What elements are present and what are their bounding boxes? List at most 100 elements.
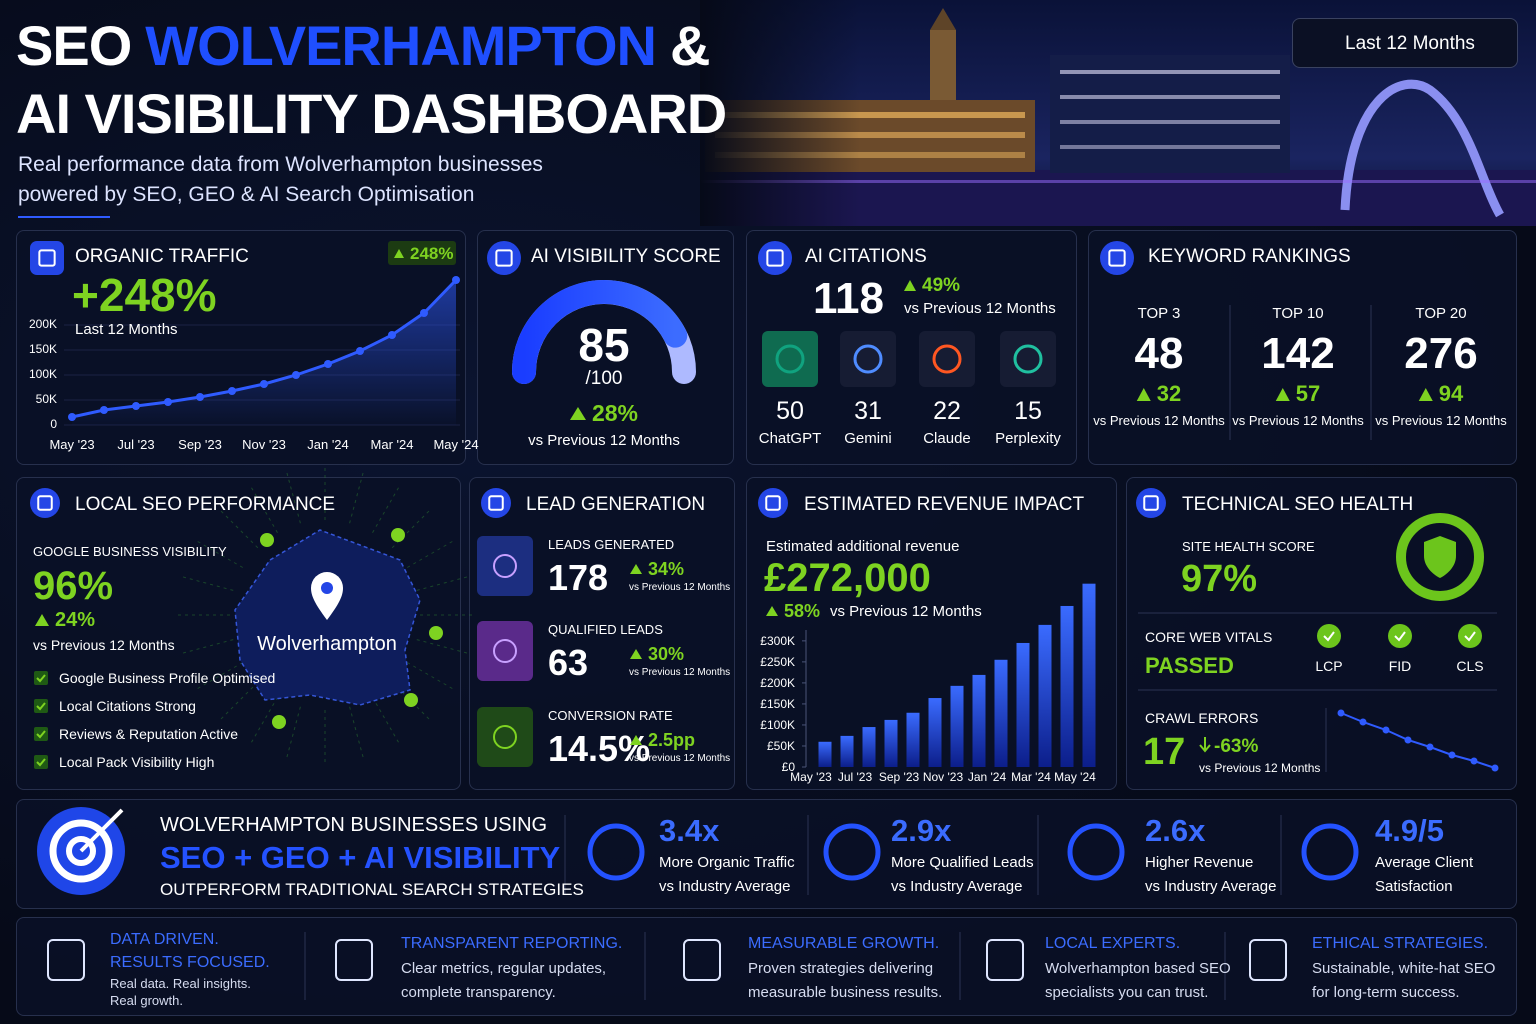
change-value: 32 <box>1156 381 1182 406</box>
point <box>420 309 428 317</box>
up-arrow <box>35 614 49 626</box>
photo-windows <box>1060 70 1280 74</box>
y-tick-label: £200K <box>760 675 795 690</box>
map-ray <box>349 706 365 761</box>
x-tick-label: Jul '23 <box>837 770 873 784</box>
score: 85 <box>578 319 630 371</box>
photo-windows <box>1060 95 1280 99</box>
comparison: vs Previous 12 Months <box>629 753 731 764</box>
footer-title: DATA DRIVEN. <box>110 931 219 948</box>
badge-bg <box>388 241 456 265</box>
rank-value: 276 <box>1404 329 1478 378</box>
x-tick-label: Sep '23 <box>878 770 920 784</box>
vital-check <box>1317 624 1341 648</box>
stat-icon <box>1301 823 1359 881</box>
checkmark <box>1464 631 1476 642</box>
title-end: & <box>669 14 710 77</box>
map-ray <box>407 539 456 568</box>
stat-line-2: vs Industry Average <box>1145 878 1277 895</box>
revenue-label: Estimated additional revenue <box>766 538 960 555</box>
change: 94 <box>1418 383 1463 405</box>
map-ray <box>372 697 401 746</box>
trend-dot <box>1404 736 1412 744</box>
panel-title: LOCAL SEO PERFORMANCE <box>75 494 336 515</box>
panel-title: AI CITATIONS <box>805 246 927 267</box>
date-filter[interactable]: Last 12 Months <box>1292 18 1518 68</box>
rank-label: TOP 10 <box>1272 305 1324 322</box>
bar <box>1082 583 1096 767</box>
platform-name: Perplexity <box>995 430 1061 447</box>
stat-value: 2.6x <box>1145 813 1206 848</box>
subtitle: powered by SEO, GEO & AI Search Optimisa… <box>18 183 475 206</box>
panel-title: AI VISIBILITY SCORE <box>531 246 721 267</box>
icon-bg <box>1136 488 1166 518</box>
change: 49% <box>904 276 960 295</box>
map-ray <box>416 575 471 591</box>
badge: 248% <box>394 245 453 262</box>
change-value: 34% <box>648 559 685 579</box>
y-tick-label: 0 <box>50 417 57 431</box>
panel-title: ESTIMATED REVENUE IMPACT <box>804 494 1085 515</box>
platform-count: 15 <box>1014 397 1042 425</box>
vital-label: LCP <box>1315 658 1343 674</box>
location-pin <box>404 693 418 707</box>
photo-glass-building <box>1050 55 1290 173</box>
map-ray <box>249 484 278 533</box>
checklist-item: Local Citations Strong <box>59 698 196 714</box>
bar <box>972 674 986 767</box>
y-tick-label: 50K <box>35 392 57 406</box>
checkbox <box>34 671 48 685</box>
trend-dot <box>1426 743 1434 751</box>
up-arrow <box>1136 387 1151 401</box>
x-tick-label: May '23 <box>49 437 95 452</box>
lead-label: QUALIFIED LEADS <box>548 622 663 637</box>
footer-title: RESULTS FOCUSED. <box>110 954 270 971</box>
checkbox <box>34 699 48 713</box>
crawl-change: -63% <box>1214 736 1259 757</box>
rank-label: TOP 20 <box>1415 305 1467 322</box>
y-tick-label: £250K <box>760 654 795 669</box>
banner-line-1: WOLVERHAMPTON BUSINESSES USING <box>160 814 548 836</box>
lead-value: 178 <box>548 557 609 598</box>
y-tick-label: 100K <box>28 367 57 381</box>
icon-glyph <box>766 249 784 267</box>
checkmark <box>36 702 46 711</box>
bar <box>1038 624 1052 767</box>
footer-title: ETHICAL STRATEGIES. <box>1312 935 1489 952</box>
bar <box>928 698 942 767</box>
badge-value: 248% <box>410 244 454 263</box>
metric-value: 96% <box>33 564 114 608</box>
y-tick-label: £0 <box>781 760 795 774</box>
platform-logo <box>775 344 805 374</box>
map-ray <box>349 469 365 524</box>
map-ray <box>194 662 243 691</box>
footer-text: specialists you can trust. <box>1045 984 1209 1001</box>
title-start: SEO <box>16 14 132 77</box>
score-scale: /100 <box>585 368 623 389</box>
change-value: 58% <box>784 601 821 621</box>
footer-title: LOCAL EXPERTS. <box>1045 935 1181 952</box>
location-pin <box>260 533 274 547</box>
x-tick-label: Sep '23 <box>178 437 222 452</box>
checkmark <box>1323 631 1335 642</box>
stat-line-1: More Organic Traffic <box>659 854 795 871</box>
icon-glyph <box>1108 249 1126 267</box>
footer-text: measurable business results. <box>748 984 943 1001</box>
point <box>292 371 300 379</box>
target-ring <box>66 836 96 866</box>
map-ray <box>194 539 243 568</box>
rank-value: 142 <box>1261 329 1335 378</box>
point <box>324 360 332 368</box>
comparison: vs Previous 12 Months <box>629 667 731 678</box>
platform-name: ChatGPT <box>758 430 822 447</box>
up-arrow <box>630 649 642 659</box>
icon-bg <box>487 241 521 275</box>
footer-icon <box>47 939 85 981</box>
target-arrow <box>79 808 124 853</box>
lead-label: CONVERSION RATE <box>548 708 673 723</box>
metric-label: GOOGLE BUSINESS VISIBILITY <box>33 544 227 559</box>
stat-line-1: Average Client <box>1375 854 1474 871</box>
footer-text: Real growth. <box>110 993 183 1008</box>
platform-logo <box>1013 344 1043 374</box>
point <box>260 380 268 388</box>
